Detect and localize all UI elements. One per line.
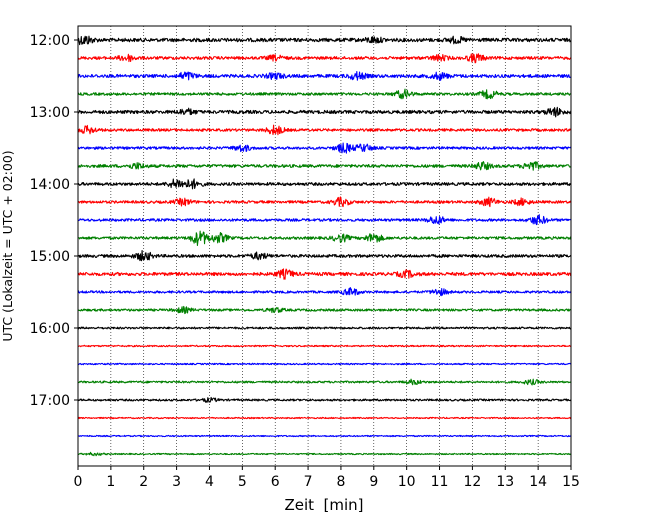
plot-frame bbox=[77, 25, 572, 467]
y-tick-label: 17:00 bbox=[30, 393, 70, 409]
trace-row bbox=[77, 53, 572, 64]
y-axis-label: UTC (Lokalzeit = UTC + 02:00) bbox=[0, 150, 15, 341]
x-tick-label: 8 bbox=[336, 474, 345, 490]
x-tick-label: 6 bbox=[271, 474, 280, 490]
trace-row bbox=[77, 344, 572, 348]
trace-row bbox=[77, 416, 572, 420]
trace-row bbox=[77, 161, 572, 171]
trace-row bbox=[77, 88, 572, 100]
y-axis-ticks: 12:00 13:00 14:00 15:00 16:00 17:00 bbox=[30, 33, 78, 409]
trace-row bbox=[77, 451, 572, 457]
x-tick-label: 11 bbox=[431, 474, 449, 490]
trace-row bbox=[77, 214, 572, 226]
trace-row bbox=[77, 396, 572, 403]
trace-row bbox=[77, 178, 572, 190]
x-axis-label: Zeit [min] bbox=[284, 496, 363, 514]
trace-row bbox=[77, 326, 572, 330]
x-axis-ticks: 0 1 2 3 4 5 6 7 8 9 10 11 12 13 14 15 bbox=[74, 466, 580, 490]
x-tick-label: 5 bbox=[238, 474, 247, 490]
x-tick-label: 13 bbox=[496, 474, 514, 490]
x-tick-label: 15 bbox=[562, 474, 580, 490]
x-tick-label: 9 bbox=[369, 474, 378, 490]
trace-row bbox=[77, 305, 572, 315]
x-tick-label: 12 bbox=[463, 474, 481, 490]
trace-row bbox=[77, 196, 572, 208]
trace-row bbox=[77, 70, 572, 81]
x-tick-label: 0 bbox=[74, 474, 83, 490]
vertical-grid bbox=[110, 26, 539, 466]
trace-row bbox=[77, 35, 572, 46]
y-tick-label: 15:00 bbox=[30, 249, 70, 265]
x-tick-label: 2 bbox=[139, 474, 148, 490]
trace-row bbox=[77, 434, 572, 438]
trace-rows bbox=[77, 35, 572, 457]
trace-row bbox=[77, 106, 572, 118]
trace-row bbox=[77, 378, 572, 386]
y-tick-label: 14:00 bbox=[30, 177, 70, 193]
x-tick-label: 1 bbox=[106, 474, 115, 490]
trace-row bbox=[77, 142, 572, 154]
x-tick-label: 7 bbox=[304, 474, 313, 490]
x-tick-label: 10 bbox=[398, 474, 416, 490]
y-tick-label: 16:00 bbox=[30, 321, 70, 337]
trace-row bbox=[77, 250, 572, 262]
x-tick-label: 14 bbox=[529, 474, 547, 490]
trace-row bbox=[77, 124, 572, 136]
y-tick-label: 12:00 bbox=[30, 33, 70, 49]
trace-row bbox=[77, 230, 572, 246]
y-tick-label: 13:00 bbox=[30, 105, 70, 121]
trace-row bbox=[77, 268, 572, 280]
x-tick-label: 3 bbox=[172, 474, 181, 490]
trace-row bbox=[77, 287, 572, 297]
trace-row bbox=[77, 362, 572, 366]
x-tick-label: 4 bbox=[205, 474, 214, 490]
